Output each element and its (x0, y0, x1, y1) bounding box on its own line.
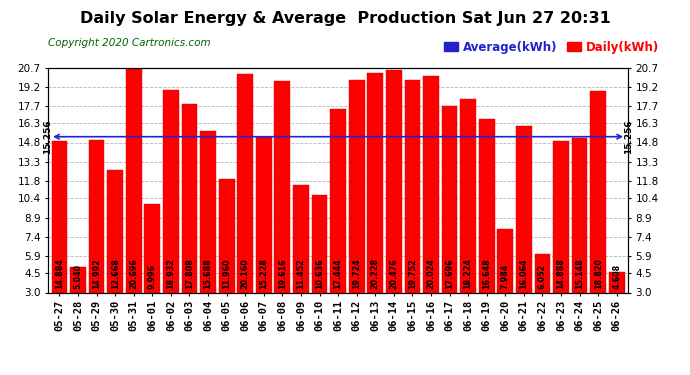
Text: 19.752: 19.752 (408, 258, 417, 289)
Text: 16.064: 16.064 (520, 258, 529, 289)
Bar (89, 140, 104, 292)
Text: 18.224: 18.224 (464, 258, 473, 289)
Text: 6.052: 6.052 (538, 263, 547, 289)
Text: Copyright 2020 Cartronics.com: Copyright 2020 Cartronics.com (48, 38, 211, 48)
Text: 19.616: 19.616 (278, 258, 287, 289)
Text: 19.724: 19.724 (352, 258, 361, 289)
Bar (237, 74, 253, 292)
Bar (590, 92, 606, 292)
Text: 14.888: 14.888 (557, 258, 566, 289)
Bar (404, 80, 420, 292)
Bar (348, 80, 364, 292)
Bar (219, 178, 235, 292)
Bar (126, 68, 141, 292)
Bar (572, 138, 587, 292)
Bar (331, 109, 346, 292)
Bar (181, 104, 197, 292)
Text: 20.696: 20.696 (129, 258, 138, 289)
Text: 10.636: 10.636 (315, 258, 324, 289)
Text: 4.608: 4.608 (612, 263, 621, 289)
Text: 20.160: 20.160 (241, 258, 250, 289)
Text: 5.040: 5.040 (74, 264, 83, 289)
Text: 14.992: 14.992 (92, 258, 101, 289)
Text: 7.984: 7.984 (501, 263, 510, 289)
Bar (200, 131, 216, 292)
Bar (553, 141, 569, 292)
Bar (460, 99, 476, 292)
Text: 15.148: 15.148 (575, 258, 584, 289)
Bar (275, 81, 290, 292)
Text: 18.932: 18.932 (166, 258, 175, 289)
Bar (442, 106, 457, 292)
Bar (423, 76, 439, 292)
Bar (516, 126, 532, 292)
Bar (312, 195, 328, 292)
Bar (256, 137, 272, 292)
Text: Daily Solar Energy & Average  Production Sat Jun 27 20:31: Daily Solar Energy & Average Production … (79, 11, 611, 26)
Text: 17.808: 17.808 (185, 258, 194, 289)
Bar (107, 170, 123, 292)
Bar (609, 272, 624, 292)
Text: 20.228: 20.228 (371, 258, 380, 289)
Legend: Average(kWh), Daily(kWh): Average(kWh), Daily(kWh) (439, 36, 663, 58)
Bar (70, 267, 86, 292)
Bar (163, 90, 179, 292)
Text: 17.444: 17.444 (333, 258, 343, 289)
Text: 11.452: 11.452 (297, 258, 306, 289)
Bar (293, 185, 309, 292)
Text: 18.820: 18.820 (593, 258, 602, 289)
Bar (497, 229, 513, 292)
Text: 16.648: 16.648 (482, 258, 491, 289)
Bar (144, 204, 160, 292)
Text: 20.476: 20.476 (389, 258, 398, 289)
Text: 15.256: 15.256 (43, 119, 52, 154)
Text: 9.996: 9.996 (148, 264, 157, 289)
Text: 11.960: 11.960 (222, 258, 231, 289)
Text: 12.668: 12.668 (110, 258, 119, 289)
Text: 14.884: 14.884 (55, 258, 64, 289)
Bar (535, 254, 551, 292)
Bar (479, 119, 495, 292)
Text: 15.228: 15.228 (259, 258, 268, 289)
Text: 15.688: 15.688 (204, 258, 213, 289)
Text: 17.696: 17.696 (445, 258, 454, 289)
Bar (386, 70, 402, 292)
Text: 20.024: 20.024 (426, 258, 435, 289)
Text: 15.256: 15.256 (624, 119, 633, 154)
Bar (52, 141, 68, 292)
Bar (367, 74, 383, 292)
